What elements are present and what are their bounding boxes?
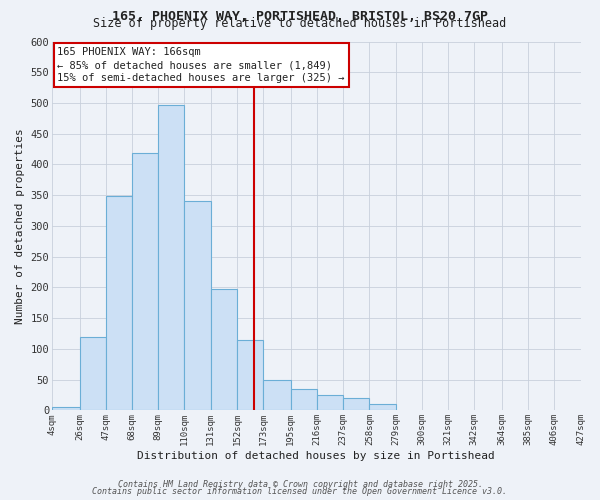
Bar: [211, 288, 237, 410]
Bar: [106, 196, 132, 410]
Bar: [237, 340, 263, 410]
Bar: [343, 398, 370, 410]
Bar: [132, 154, 158, 410]
Bar: [290, 389, 317, 410]
Bar: [184, 202, 211, 410]
X-axis label: Distribution of detached houses by size in Portishead: Distribution of detached houses by size …: [137, 451, 495, 461]
Bar: [317, 395, 343, 410]
Y-axis label: Number of detached properties: Number of detached properties: [15, 128, 25, 324]
Text: Contains public sector information licensed under the Open Government Licence v3: Contains public sector information licen…: [92, 487, 508, 496]
Bar: [263, 380, 290, 410]
Text: Contains HM Land Registry data © Crown copyright and database right 2025.: Contains HM Land Registry data © Crown c…: [118, 480, 482, 489]
Bar: [158, 105, 184, 410]
Bar: [80, 336, 106, 410]
Text: Size of property relative to detached houses in Portishead: Size of property relative to detached ho…: [94, 18, 506, 30]
Bar: [370, 404, 395, 410]
Bar: [52, 408, 80, 410]
Text: 165 PHOENIX WAY: 166sqm
← 85% of detached houses are smaller (1,849)
15% of semi: 165 PHOENIX WAY: 166sqm ← 85% of detache…: [58, 47, 345, 84]
Text: 165, PHOENIX WAY, PORTISHEAD, BRISTOL, BS20 7GP: 165, PHOENIX WAY, PORTISHEAD, BRISTOL, B…: [112, 10, 488, 23]
